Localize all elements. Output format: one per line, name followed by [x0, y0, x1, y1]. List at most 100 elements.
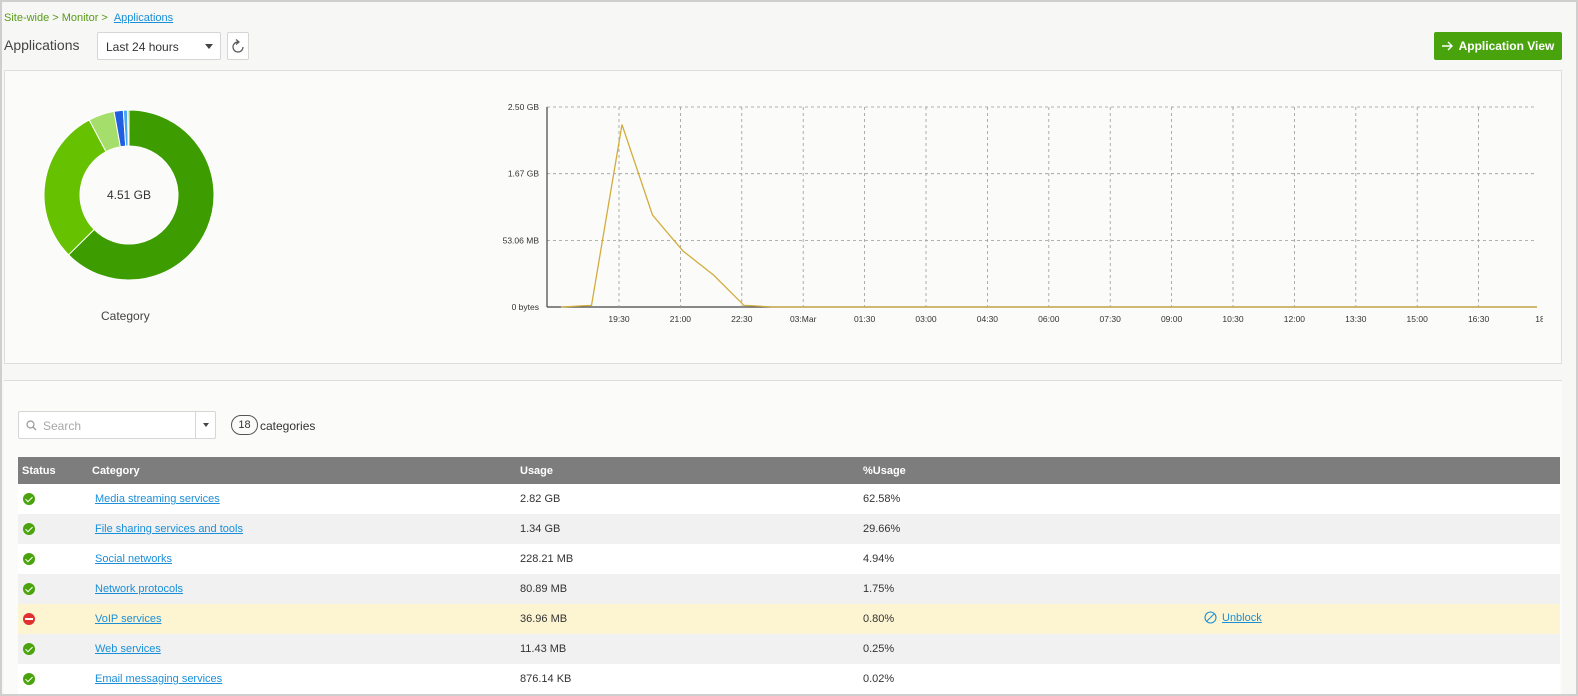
allowed-status-icon: [23, 523, 35, 536]
category-link[interactable]: Network protocols: [95, 583, 184, 595]
column-header-usage[interactable]: Usage: [516, 457, 859, 484]
pct-usage-cell: 0.02%: [859, 664, 1200, 694]
pct-usage-cell: 62.58%: [859, 484, 1200, 514]
donut-slice[interactable]: [43, 119, 107, 256]
x-tick-label: 09:00: [1161, 314, 1183, 324]
application-view-label: Application View: [1458, 39, 1555, 53]
breadcrumb-current[interactable]: Applications: [113, 12, 174, 24]
pct-usage-cell: 4.94%: [859, 544, 1200, 574]
usage-cell: 80.89 MB: [516, 574, 859, 604]
application-view-button[interactable]: Application View: [1434, 32, 1562, 60]
search-dropdown-toggle[interactable]: [195, 412, 215, 438]
allowed-status-icon: [23, 583, 35, 596]
x-tick-label: 15:00: [1407, 314, 1429, 324]
table-row[interactable]: VoIP services 36.96 MB 0.80% Unblock: [18, 604, 1560, 634]
pct-usage-cell: 0.80%: [859, 604, 1200, 634]
usage-cell: 876.14 KB: [516, 664, 859, 694]
unblock-icon: [1204, 611, 1217, 624]
x-tick-label: 21:00: [670, 314, 692, 324]
unblock-label: Unblock: [1222, 611, 1262, 624]
category-link[interactable]: Social networks: [95, 553, 173, 565]
pct-usage-cell: 29.66%: [859, 514, 1200, 544]
breadcrumb: Site-wide > Monitor > Applications: [4, 12, 173, 24]
x-tick-label: 13:30: [1345, 314, 1367, 324]
column-header-category[interactable]: Category: [88, 457, 516, 484]
refresh-button[interactable]: [227, 32, 249, 60]
action-cell: [1200, 484, 1560, 514]
table-body: Media streaming services 2.82 GB 62.58% Fil…: [18, 484, 1560, 694]
action-cell: [1200, 664, 1560, 694]
status-cell: [18, 664, 88, 694]
x-tick-label: 06:00: [1038, 314, 1060, 324]
category-link[interactable]: File sharing services and tools: [95, 523, 243, 535]
category-cell: File sharing services and tools: [88, 514, 516, 544]
breadcrumb-monitor[interactable]: Monitor: [61, 12, 99, 24]
usage-cell: 1.34 GB: [516, 514, 859, 544]
breadcrumb-site[interactable]: Site-wide: [4, 12, 50, 24]
table-row[interactable]: File sharing services and tools 1.34 GB 29…: [18, 514, 1560, 544]
x-tick-label: 16:30: [1468, 314, 1490, 324]
category-cell: Web services: [88, 634, 516, 664]
allowed-status-icon: [23, 673, 35, 686]
time-range-value: Last 24 hours: [106, 40, 179, 54]
x-tick-label: 04:30: [977, 314, 999, 324]
x-tick-label: 19:30: [608, 314, 630, 324]
refresh-icon: [232, 39, 244, 53]
category-link[interactable]: VoIP services: [95, 613, 162, 625]
x-tick-label: 12:00: [1284, 314, 1306, 324]
usage-overview-panel: 4.51 GB Category 2.50 GB 1.67 GB 853.06 MB…: [4, 70, 1562, 364]
category-link[interactable]: Media streaming services: [95, 493, 220, 505]
category-link[interactable]: Web services: [95, 643, 161, 655]
status-cell: [18, 544, 88, 574]
x-tick-label: 07:30: [1100, 314, 1122, 324]
y-tick-label: 2.50 GB: [508, 102, 540, 112]
status-cell: [18, 574, 88, 604]
categories-panel: 18 categories Status Category Usage %Usa…: [4, 380, 1562, 694]
usage-cell: 228.21 MB: [516, 544, 859, 574]
chevron-down-icon: [205, 44, 213, 49]
table-header-row: Status Category Usage %Usage: [18, 457, 1560, 484]
allowed-status-icon: [23, 643, 35, 656]
time-range-select[interactable]: Last 24 hours: [97, 32, 221, 60]
column-header-action: [1200, 457, 1560, 484]
action-cell: [1200, 574, 1560, 604]
action-cell: [1200, 634, 1560, 664]
status-cell: [18, 484, 88, 514]
status-cell: [18, 634, 88, 664]
column-header-status[interactable]: Status: [18, 457, 88, 484]
x-tick-label: 01:30: [854, 314, 876, 324]
categories-table: Status Category Usage %Usage Media strea…: [18, 457, 1560, 694]
arrow-right-icon: [1441, 41, 1453, 51]
usage-cell: 2.82 GB: [516, 484, 859, 514]
category-link[interactable]: Email messaging services: [95, 673, 223, 685]
y-tick-label: 0 bytes: [512, 302, 539, 312]
search-field[interactable]: [18, 411, 216, 439]
page-title: Applications: [4, 37, 80, 53]
table-row[interactable]: Media streaming services 2.82 GB 62.58%: [18, 484, 1560, 514]
column-header-pct-usage[interactable]: %Usage: [859, 457, 1200, 484]
breadcrumb-separator: >: [52, 12, 59, 24]
donut-slice[interactable]: [67, 109, 215, 281]
action-cell: Unblock: [1200, 604, 1560, 634]
category-donut-chart: 4.51 GB: [43, 109, 215, 281]
table-row[interactable]: Network protocols 80.89 MB 1.75%: [18, 574, 1560, 604]
donut-label: Category: [101, 309, 150, 323]
allowed-status-icon: [23, 493, 35, 506]
y-tick-label: 1.67 GB: [508, 169, 540, 179]
x-tick-label: 22:30: [731, 314, 753, 324]
usage-cell: 11.43 MB: [516, 634, 859, 664]
usage-series-line[interactable]: [560, 124, 1537, 308]
table-row[interactable]: Social networks 228.21 MB 4.94%: [18, 544, 1560, 574]
status-cell: [18, 514, 88, 544]
pct-usage-cell: 1.75%: [859, 574, 1200, 604]
table-row[interactable]: Email messaging services 876.14 KB 0.02%: [18, 664, 1560, 694]
x-tick-label: 03:00: [915, 314, 937, 324]
table-row[interactable]: Web services 11.43 MB 0.25%: [18, 634, 1560, 664]
action-cell: [1200, 544, 1560, 574]
search-input[interactable]: [43, 417, 191, 435]
unblock-button[interactable]: Unblock: [1204, 611, 1262, 624]
donut-svg: [43, 109, 215, 281]
category-cell: Media streaming services: [88, 484, 516, 514]
x-tick-label: 03:Mar: [790, 314, 817, 324]
